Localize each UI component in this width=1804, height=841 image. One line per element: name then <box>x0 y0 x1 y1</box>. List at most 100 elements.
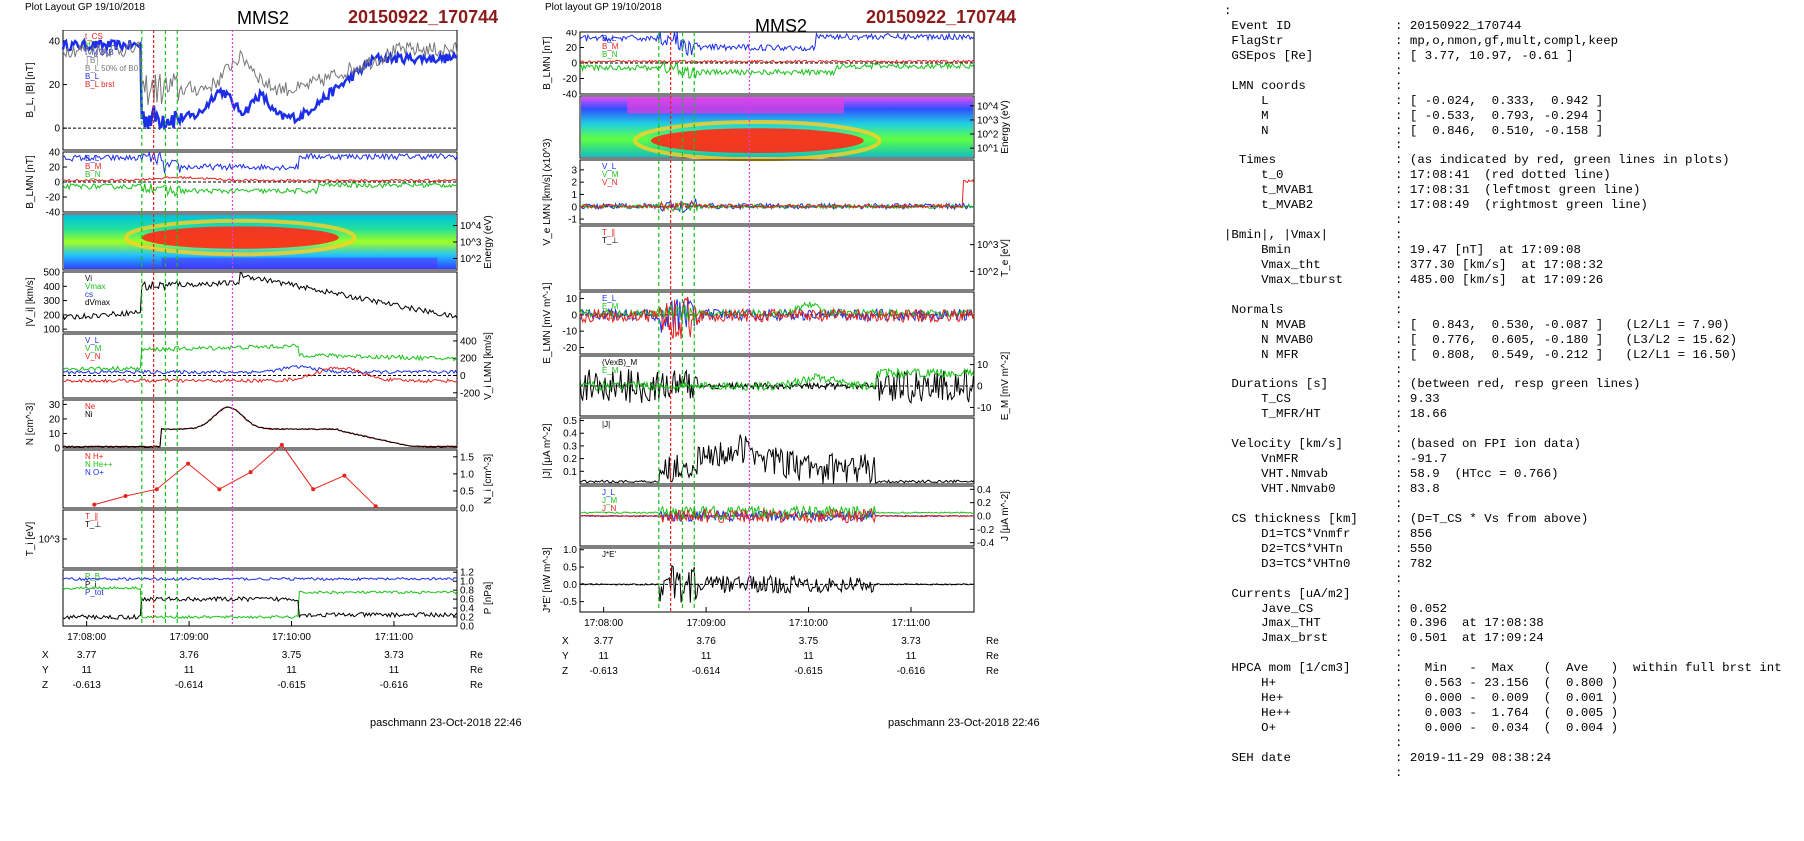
y-tick-label: -10 <box>563 327 578 338</box>
panel-Nion: 1.5 1.0 0.5 0.0 N_i [cm^-3] N H+N He++N O+ <box>62 442 494 515</box>
legend-entry: E_M <box>602 366 619 375</box>
y-tick-label: 10^4 <box>460 221 482 232</box>
y-tick-label: 0.5 <box>563 416 577 427</box>
x-tick-label: 17:11:00 <box>375 632 414 643</box>
summary-line: N : [ 0.846, 0.510, -0.158 ] <box>1224 123 1604 138</box>
y-tick-label: 10 <box>977 360 989 371</box>
coord-value: 11 <box>906 651 917 662</box>
y-tick-label: 1.0 <box>460 577 474 588</box>
y-tick-label: 10^2 <box>977 267 999 278</box>
legend-entry: T_⊥ <box>602 236 618 245</box>
coord-value: -0.616 <box>380 680 409 691</box>
summary-line: Jmax_brst : 0.501 at 17:09:24 <box>1224 631 1544 646</box>
y-tick-label: 10 <box>566 294 578 305</box>
summary-line: CS thickness [km] : (D=T_CS * Vs from ab… <box>1224 511 1589 526</box>
legend-entry: P_i <box>85 580 97 589</box>
y-tick-label: 30 <box>49 400 61 411</box>
y-tick-label: -20 <box>46 193 61 204</box>
legend-entry: |J| <box>602 420 610 429</box>
y-tick-label: 400 <box>460 336 477 347</box>
panel-frame <box>62 333 458 399</box>
legend-entry: P_B <box>85 572 100 581</box>
summary-line: He++ : 0.003 - 1.764 ( 0.005 ) <box>1224 706 1619 721</box>
legend-entry: │B│ <box>85 55 100 66</box>
panel-JE: 1.0 0.5 0.0 -0.5 J*E' [nW m^-3] J*E' <box>542 545 975 613</box>
legend-entry: t_CS <box>85 32 103 41</box>
y-tick-label: 10^3 <box>977 240 999 251</box>
series-B-L-line <box>61 37 458 131</box>
middle-event-id: 20150922_170744 <box>866 7 1017 27</box>
summary-line: VnMFR : -91.7 <box>1224 452 1448 467</box>
y-axis-label: Energy (eV) <box>1000 100 1011 153</box>
summary-line: GSEpos [Re] : [ 3.77, 10.97, -0.61 ] <box>1224 48 1574 63</box>
series-J-E--line <box>580 564 975 603</box>
series-B-L-line <box>62 150 458 174</box>
y-tick-label: 0.5 <box>460 486 474 497</box>
y-tick-label: -20 <box>563 343 578 354</box>
y-tick-label: -40 <box>563 90 578 101</box>
summary-line: VHT.Nmvab0 : 83.8 <box>1224 482 1440 496</box>
panel-frame <box>579 547 975 613</box>
coord-value: -0.615 <box>794 666 823 677</box>
panel-frame <box>579 159 975 225</box>
coord-value: -0.616 <box>897 666 926 677</box>
summary-line: : <box>1224 571 1403 586</box>
summary-line: Bmin : 19.47 [nT] at 17:09:08 <box>1224 243 1581 257</box>
summary-line: Jave_CS : 0.052 <box>1224 601 1448 616</box>
x-tick-label: 17:10:00 <box>789 618 828 629</box>
coord-value: 11 <box>184 665 195 676</box>
legend-entry: B_N <box>85 170 101 179</box>
series--J--line <box>579 434 975 484</box>
y-axis-label: E_LMN [mV m^-1] <box>542 282 553 364</box>
summary-line: : <box>1224 63 1403 78</box>
legend-entry: Vmax <box>85 282 105 291</box>
coord-value: 3.73 <box>384 650 404 661</box>
x-tick-label: 17:10:00 <box>272 632 311 643</box>
summary-line: t_0 : 17:08:41 (red dotted line) <box>1224 168 1611 183</box>
y-tick-label: -10 <box>977 403 992 414</box>
legend-entry: J_M <box>602 496 617 505</box>
legend-entry: N He++ <box>85 460 113 469</box>
panel-frame <box>579 291 975 355</box>
coord-value: 11 <box>286 665 297 676</box>
panel-Te: 10^3 10^2 T_e [eV] T_∥T_⊥ <box>579 225 1011 291</box>
panel-Espec: 10^4 10^3 10^2 Energy (eV) <box>62 213 494 271</box>
y-tick-label: -200 <box>460 388 480 399</box>
y-axis-label: E_M [mV m^-2] <box>1000 351 1011 420</box>
panel-Ti: 10^3T_i [eV] T_∥T_⊥ <box>25 509 458 569</box>
summary-line: O+ : 0.000 - 0.034 ( 0.004 ) <box>1224 721 1619 735</box>
coord-value: 3.77 <box>77 650 97 661</box>
left-footer: paschmann 23-Oct-2018 22:46 <box>370 717 522 729</box>
summary-line: FlagStr : mp,o,nmon,gf,mult,compl,keep <box>1224 33 1619 48</box>
series-V-M-line <box>579 200 975 213</box>
coord-label: Y <box>42 665 49 676</box>
y-tick-label: 400 <box>43 282 60 293</box>
series-B-N-line <box>579 61 975 79</box>
coord-value: 3.73 <box>901 636 921 647</box>
summary-line: He+ : 0.000 - 0.009 ( 0.001 ) <box>1224 691 1619 706</box>
y-axis-label: J [μA m^-2] <box>1000 491 1011 541</box>
x-tick-label: 17:09:00 <box>687 618 726 629</box>
legend-entry: B_N <box>602 50 618 59</box>
legend-entry: B_L brst <box>85 80 115 89</box>
y-tick-label: -40 <box>46 208 61 219</box>
series-E-N-line <box>579 296 975 339</box>
x-tick-label: 17:11:00 <box>892 618 931 629</box>
y-tick-label: 3 <box>571 165 577 176</box>
y-tick-label: 0.3 <box>563 441 577 452</box>
y-tick-label: 40 <box>49 148 61 159</box>
y-tick-label: 20 <box>49 80 61 91</box>
coord-unit: Re <box>470 665 483 676</box>
summary-line: : <box>1224 362 1403 377</box>
coord-label: Y <box>562 651 569 662</box>
coord-value: 3.77 <box>594 636 614 647</box>
y-tick-label: 20 <box>49 163 61 174</box>
series-V-N-line <box>579 179 975 213</box>
series-P-i-line <box>62 595 458 621</box>
y-axis-label: |J| [μA m^-2] <box>542 423 553 478</box>
y-tick-label: 10 <box>49 429 61 440</box>
coord-unit: Re <box>470 650 483 661</box>
series-V-L-line <box>62 364 458 375</box>
